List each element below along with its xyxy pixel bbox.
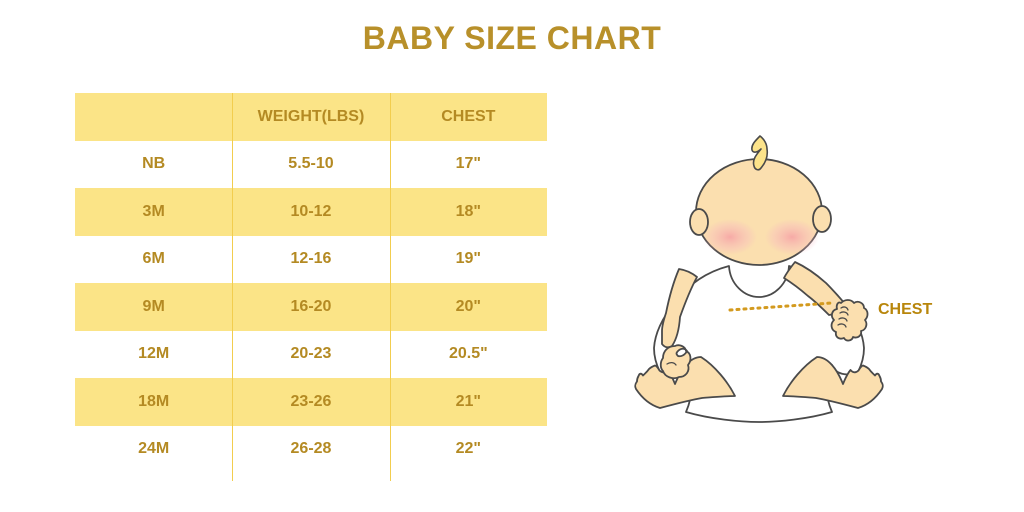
svg-text:CHEST: CHEST [878,301,932,318]
